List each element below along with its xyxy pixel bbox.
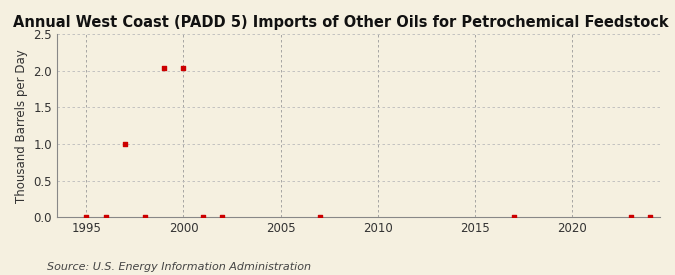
Text: Source: U.S. Energy Information Administration: Source: U.S. Energy Information Administ… (47, 262, 311, 271)
Point (139, 215, 150, 220)
Point (315, 215, 325, 220)
Point (198, 215, 209, 220)
Y-axis label: Thousand Barrels per Day: Thousand Barrels per Day (15, 49, 28, 203)
Point (119, 142, 130, 146)
Point (509, 215, 520, 220)
Point (626, 215, 637, 220)
Point (645, 215, 655, 220)
Title: Annual West Coast (PADD 5) Imports of Other Oils for Petrochemical Feedstock Use: Annual West Coast (PADD 5) Imports of Ot… (13, 15, 675, 30)
Point (81, 215, 92, 220)
Point (101, 215, 111, 220)
Point (217, 215, 227, 220)
Point (178, 66, 189, 71)
Point (159, 66, 169, 71)
